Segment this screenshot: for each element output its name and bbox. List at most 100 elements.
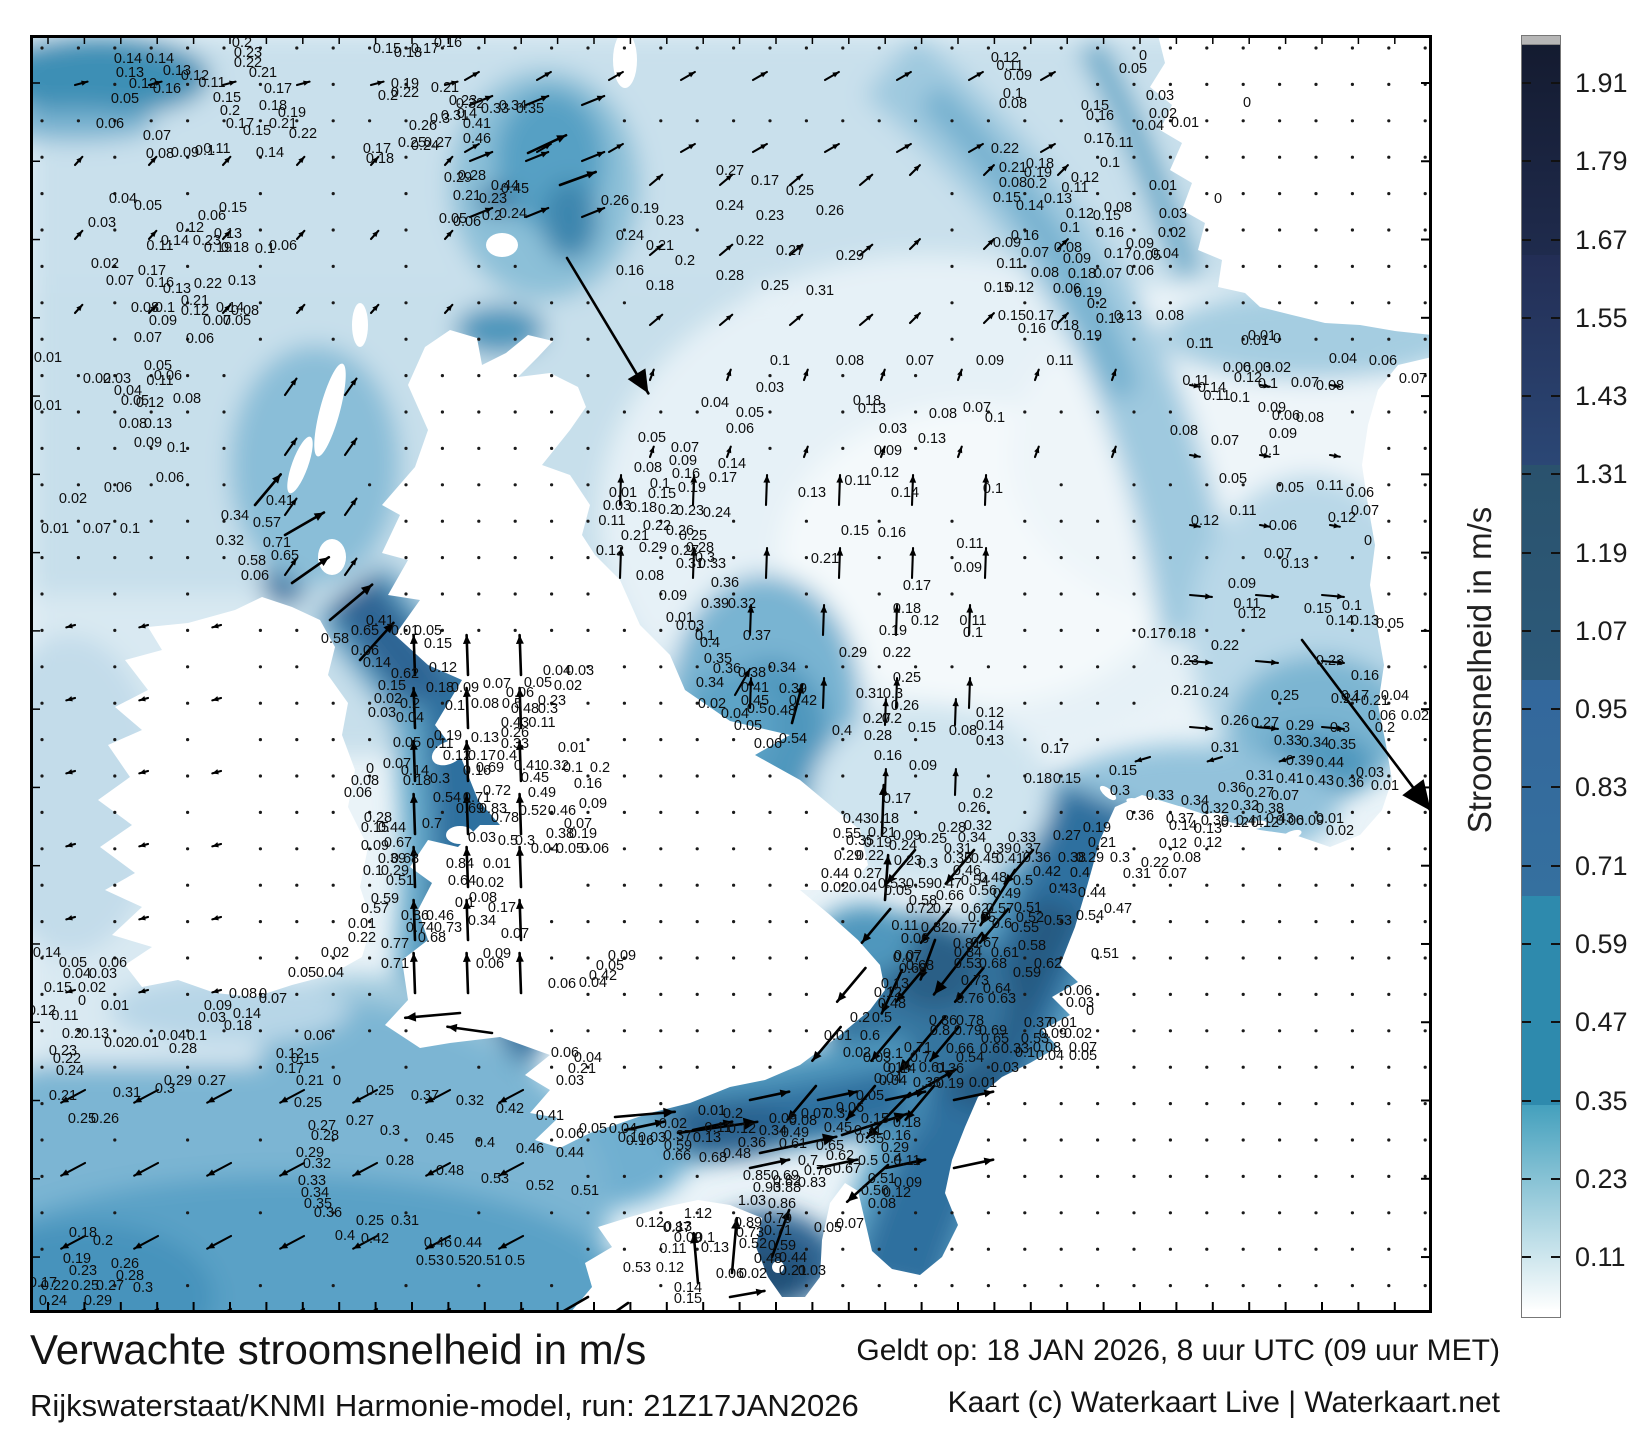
- island-channel-3: [717, 1237, 723, 1243]
- valid-time: Geldt op: 18 JAN 2026, 8 uur UTC (09 uur…: [856, 1334, 1500, 1367]
- svg-text:0.03: 0.03: [798, 1263, 826, 1279]
- svg-text:0.05: 0.05: [1276, 480, 1304, 496]
- svg-text:0.68: 0.68: [699, 1150, 727, 1166]
- svg-text:0.09: 0.09: [894, 1175, 922, 1191]
- svg-text:0.2: 0.2: [220, 103, 240, 119]
- svg-text:0.2: 0.2: [658, 502, 678, 518]
- svg-text:0.19: 0.19: [1024, 165, 1052, 181]
- svg-text:0.3: 0.3: [430, 111, 450, 127]
- svg-text:0.1: 0.1: [985, 410, 1005, 426]
- svg-text:0.02: 0.02: [104, 1035, 132, 1051]
- svg-text:0.08: 0.08: [1033, 1040, 1061, 1056]
- svg-text:0.06: 0.06: [99, 955, 127, 971]
- svg-text:0.22: 0.22: [348, 930, 376, 946]
- svg-text:0.18: 0.18: [1068, 266, 1096, 282]
- svg-text:0.32: 0.32: [541, 758, 569, 774]
- svg-text:0.09: 0.09: [669, 453, 697, 469]
- colorbar-tick: [1522, 473, 1531, 476]
- svg-text:0.23: 0.23: [656, 213, 684, 229]
- svg-text:0.09: 0.09: [171, 145, 199, 161]
- svg-text:0.52: 0.52: [1016, 910, 1044, 926]
- svg-text:0.19: 0.19: [204, 240, 232, 256]
- svg-text:0.65: 0.65: [271, 548, 299, 564]
- svg-text:0.2: 0.2: [850, 1010, 870, 1026]
- svg-text:0.83: 0.83: [798, 1175, 826, 1191]
- svg-text:0.2: 0.2: [400, 696, 420, 712]
- svg-text:0.06: 0.06: [901, 931, 929, 947]
- svg-text:0.31: 0.31: [113, 1085, 141, 1101]
- svg-text:0.22: 0.22: [736, 233, 764, 249]
- svg-text:0.78: 0.78: [956, 1013, 984, 1029]
- svg-text:0.77: 0.77: [381, 936, 409, 952]
- svg-text:0.36: 0.36: [711, 575, 739, 591]
- svg-text:0.15: 0.15: [243, 123, 271, 139]
- svg-text:0.4: 0.4: [832, 723, 852, 739]
- svg-text:0.32: 0.32: [728, 596, 756, 612]
- svg-text:0.14: 0.14: [718, 456, 746, 472]
- svg-text:0.03: 0.03: [676, 618, 704, 634]
- svg-text:0.29: 0.29: [381, 863, 409, 879]
- svg-text:0.21: 0.21: [811, 551, 839, 567]
- svg-text:0.18: 0.18: [259, 98, 287, 114]
- svg-text:0.13: 0.13: [214, 226, 242, 242]
- svg-text:0.1: 0.1: [195, 143, 215, 159]
- svg-text:0.02: 0.02: [1263, 360, 1291, 376]
- colorbar-segment: [1522, 895, 1560, 1106]
- svg-text:0.14: 0.14: [216, 300, 244, 316]
- svg-text:0.43: 0.43: [1306, 773, 1334, 789]
- svg-text:0.15: 0.15: [424, 636, 452, 652]
- svg-text:0.06: 0.06: [198, 208, 226, 224]
- island-islay: [318, 539, 346, 575]
- svg-text:0.57: 0.57: [361, 901, 389, 917]
- svg-text:0.22: 0.22: [1211, 638, 1239, 654]
- svg-text:0.03: 0.03: [566, 663, 594, 679]
- svg-text:0.28: 0.28: [311, 1128, 339, 1144]
- svg-text:0.6: 0.6: [980, 1041, 1000, 1057]
- svg-text:0.08: 0.08: [231, 303, 259, 319]
- svg-text:0.21: 0.21: [779, 1263, 807, 1279]
- svg-text:0.39: 0.39: [984, 841, 1012, 857]
- svg-text:0.09: 0.09: [976, 353, 1004, 369]
- svg-text:0.33: 0.33: [298, 1173, 326, 1189]
- svg-text:0.3: 0.3: [155, 1081, 175, 1097]
- svg-text:0.02: 0.02: [1326, 823, 1354, 839]
- svg-text:0.02: 0.02: [91, 256, 119, 272]
- svg-text:0.42: 0.42: [589, 968, 617, 984]
- svg-text:0.16: 0.16: [883, 1128, 911, 1144]
- svg-text:0.1: 0.1: [120, 521, 140, 537]
- svg-text:0.03: 0.03: [89, 966, 117, 982]
- svg-text:0.43: 0.43: [1266, 811, 1294, 827]
- svg-text:0: 0: [259, 986, 267, 1002]
- svg-text:0.11: 0.11: [893, 1153, 920, 1169]
- colorbar-tick: [1522, 551, 1531, 554]
- svg-text:0.55: 0.55: [833, 826, 861, 842]
- svg-text:0.36: 0.36: [1023, 850, 1051, 866]
- colorbar-cap: [1522, 36, 1560, 45]
- svg-text:0.24: 0.24: [616, 228, 644, 244]
- svg-text:0.48: 0.48: [723, 1146, 751, 1162]
- svg-text:0.05: 0.05: [736, 405, 764, 421]
- svg-text:0.71: 0.71: [263, 535, 291, 551]
- island-wadden-2: [1126, 798, 1150, 808]
- svg-text:0.09: 0.09: [993, 235, 1021, 251]
- svg-text:0.31: 0.31: [676, 556, 704, 572]
- svg-text:0.23: 0.23: [69, 1263, 97, 1279]
- colorbar-tick-label: 1.91: [1575, 68, 1628, 98]
- svg-text:0.73: 0.73: [736, 1225, 764, 1241]
- svg-text:0.59: 0.59: [371, 891, 399, 907]
- svg-text:0.17: 0.17: [883, 791, 911, 807]
- svg-text:0.14: 0.14: [114, 51, 142, 67]
- svg-text:0.1: 0.1: [963, 625, 983, 641]
- colorbar-tick: [1551, 82, 1560, 84]
- svg-text:0.06: 0.06: [1276, 813, 1304, 829]
- svg-text:0.41: 0.41: [1276, 771, 1304, 787]
- svg-text:0.03: 0.03: [556, 1073, 584, 1089]
- svg-text:0: 0: [78, 993, 86, 1009]
- svg-text:0.21: 0.21: [431, 80, 459, 96]
- svg-text:0.07: 0.07: [501, 926, 529, 942]
- svg-text:0.11: 0.11: [891, 918, 918, 934]
- svg-text:0.09: 0.09: [451, 680, 479, 696]
- svg-text:0.12: 0.12: [429, 660, 457, 676]
- svg-text:0.04: 0.04: [531, 841, 559, 857]
- svg-text:0.85: 0.85: [743, 1168, 771, 1184]
